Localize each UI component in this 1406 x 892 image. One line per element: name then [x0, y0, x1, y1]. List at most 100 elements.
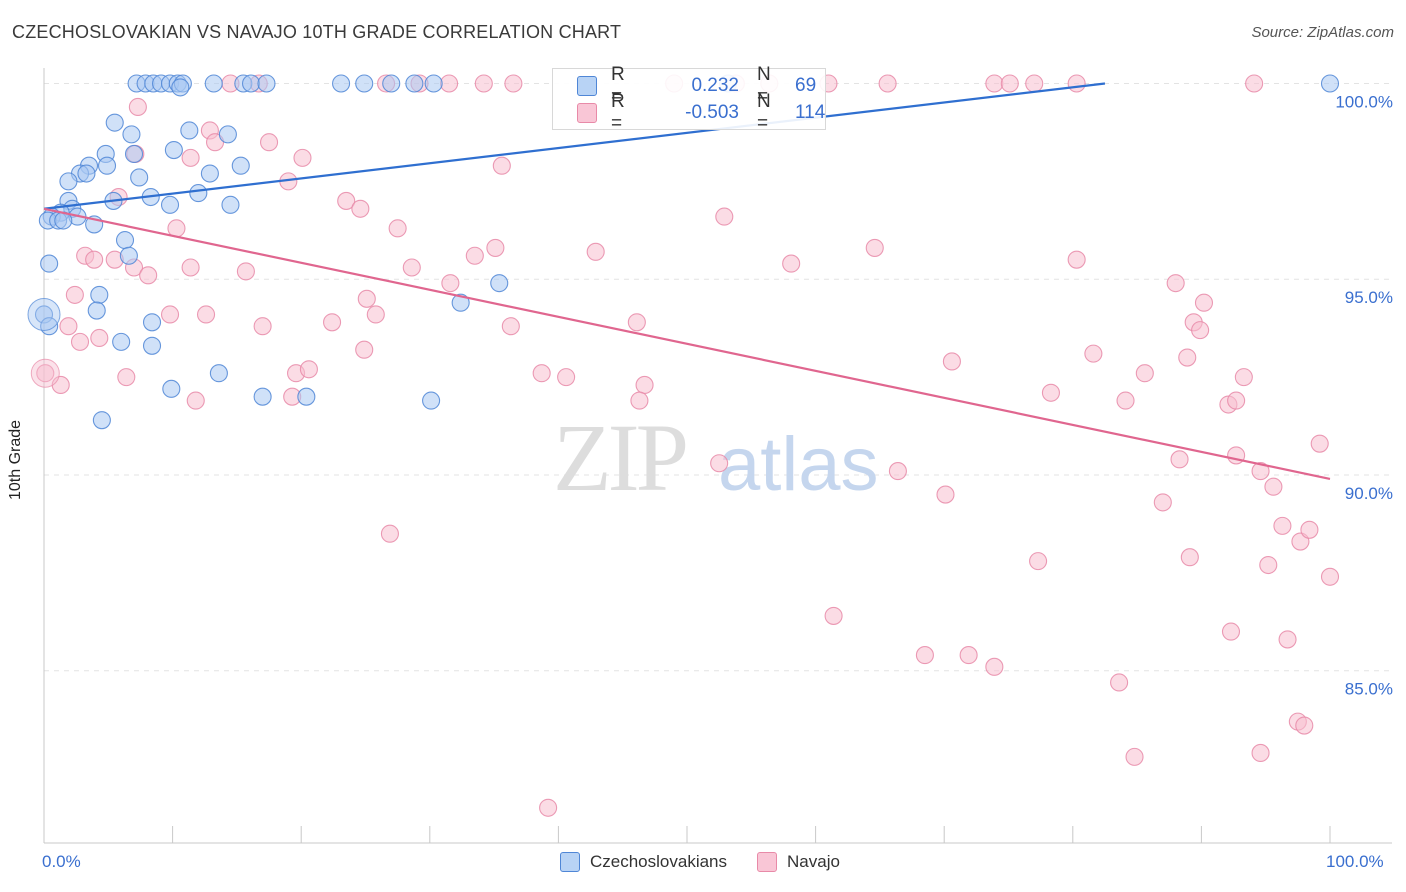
- navajo-point: [1227, 391, 1246, 410]
- navajo-point: [196, 305, 216, 324]
- czechoslovakian-point: [297, 387, 316, 406]
- navajo-point: [532, 364, 551, 383]
- legend-item-czechoslovakians[interactable]: Czechoslovakians: [560, 852, 727, 872]
- navajo-point: [1170, 450, 1189, 469]
- watermark: ZIP atlas: [553, 404, 879, 511]
- czechoslovakian-point: [1320, 74, 1340, 93]
- navajo-point: [985, 74, 1004, 93]
- navajo-point: [474, 74, 493, 93]
- navajo-point: [630, 391, 649, 410]
- navajo-point: [635, 375, 654, 394]
- czechoslovakian-point: [200, 164, 219, 183]
- navajo-point: [357, 289, 376, 308]
- navajo-point: [888, 462, 907, 481]
- navajo-point: [1025, 74, 1044, 93]
- legend-label: Navajo: [787, 852, 840, 871]
- navajo-point: [323, 313, 342, 332]
- navajo-point: [117, 368, 136, 387]
- navajo-point: [139, 266, 158, 285]
- navajo-point: [1273, 516, 1292, 535]
- navajo-point: [1116, 391, 1135, 410]
- navajo-point: [486, 238, 505, 257]
- czechoslovakian-point: [160, 195, 180, 214]
- pink-swatch: [757, 852, 778, 872]
- czechoslovakian-point: [257, 74, 276, 93]
- n-value: 114: [795, 102, 826, 123]
- navajo-point: [959, 646, 978, 665]
- blue-swatch: [560, 852, 580, 872]
- trend-layer: [43, 82, 1331, 480]
- navajo-point: [878, 74, 897, 93]
- navajo-point: [160, 305, 180, 324]
- czechoslovakian-point: [122, 125, 141, 144]
- navajo-point: [1221, 622, 1241, 641]
- y-tick-label: 85.0%: [1345, 680, 1393, 699]
- navajo-point: [299, 360, 318, 379]
- navajo-point: [1295, 716, 1314, 735]
- blue-swatch: [577, 76, 597, 96]
- navajo-point: [1000, 74, 1019, 93]
- navajo-point: [501, 317, 520, 336]
- y-tick-labels: 85.0% 90.0% 95.0% 100.0%: [1335, 92, 1393, 698]
- navajo-point: [539, 798, 558, 817]
- czechoslovakian-point: [130, 168, 149, 187]
- x-tick-label-max: 100.0%: [1326, 852, 1384, 871]
- navajo-point: [1251, 743, 1270, 763]
- czechoslovakian-point: [382, 74, 401, 93]
- czechoslovakian-point: [490, 274, 509, 293]
- n-label: N =: [757, 91, 771, 134]
- points-layer: [27, 74, 1340, 817]
- navajo-point: [380, 524, 399, 543]
- czechoslovakian-point: [204, 74, 223, 93]
- x-tick-label-min: 0.0%: [42, 852, 81, 871]
- czechoslovakian-point: [253, 387, 272, 406]
- legend-label: Czechoslovakians: [590, 852, 728, 871]
- czechoslovakian-point: [189, 184, 208, 203]
- y-tick-label: 90.0%: [1345, 484, 1393, 503]
- czechoslovakian-point: [180, 121, 199, 140]
- navajo-point: [236, 262, 255, 281]
- axis-layer: [43, 68, 1392, 844]
- navajo-point: [915, 646, 934, 665]
- navajo-point: [504, 74, 523, 93]
- navajo-point: [1320, 567, 1340, 586]
- czechoslovakian-point: [221, 195, 240, 214]
- navajo-point: [1191, 321, 1210, 340]
- czechoslovakian-point: [142, 313, 162, 332]
- czechoslovakian-point: [142, 336, 162, 355]
- czechoslovakian-point: [422, 391, 441, 410]
- watermark-atlas: atlas: [718, 422, 879, 507]
- navajo-point: [59, 317, 78, 336]
- navajo-point: [824, 606, 843, 625]
- y-axis-label: 10th Grade: [7, 419, 24, 500]
- navajo-point: [627, 313, 646, 332]
- czechoslovakian-point: [241, 74, 261, 93]
- czechoslovakian-point: [87, 301, 106, 320]
- navajo-point: [70, 332, 90, 351]
- navajo-point: [1310, 434, 1329, 453]
- czechoslovakian-point: [40, 254, 59, 273]
- czechoslovakian-point: [92, 411, 111, 430]
- navajo-point: [1234, 368, 1253, 387]
- navajo-point: [441, 274, 460, 293]
- navajo-point: [985, 657, 1004, 676]
- navajo-point: [1084, 344, 1103, 363]
- czechoslovakian-point: [355, 74, 374, 93]
- czechoslovakian-point: [97, 156, 117, 175]
- czechoslovakian-point: [162, 379, 181, 398]
- navajo-point: [710, 454, 729, 473]
- navajo-point: [715, 207, 734, 226]
- navajo-point: [253, 317, 272, 336]
- navajo-point: [36, 364, 55, 383]
- czechoslovakian-point: [164, 140, 183, 160]
- navajo-point: [465, 246, 484, 265]
- watermark-zip: ZIP: [553, 404, 686, 511]
- navajo-point: [1029, 552, 1048, 571]
- legend-item-navajo[interactable]: Navajo: [757, 852, 840, 872]
- czechoslovakian-point: [115, 231, 135, 250]
- navajo-point: [782, 254, 801, 273]
- navajo-point: [30, 358, 60, 388]
- navajo-point: [1259, 555, 1278, 575]
- navajo-point: [366, 305, 385, 324]
- navajo-point: [85, 250, 104, 269]
